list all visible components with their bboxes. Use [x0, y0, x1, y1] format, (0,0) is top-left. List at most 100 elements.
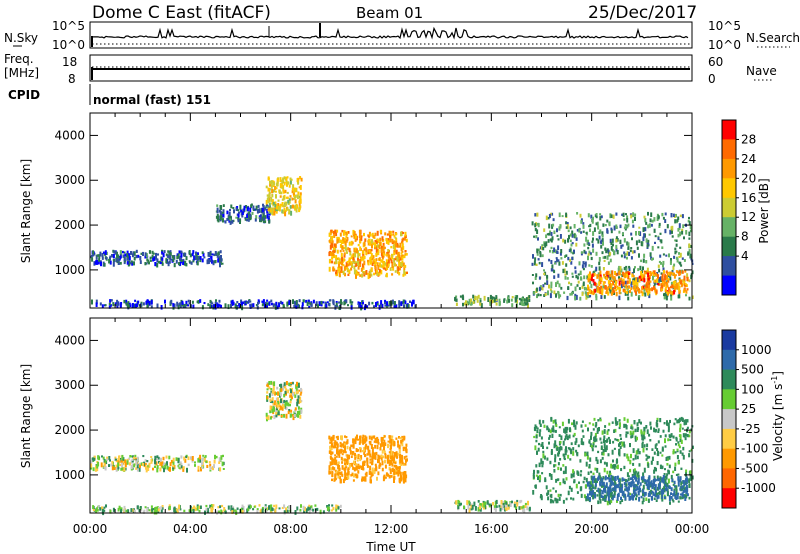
rti-cell — [679, 427, 682, 433]
rti-cell — [333, 460, 336, 465]
rti-cell — [603, 275, 606, 279]
rti-cell — [466, 500, 469, 506]
rti-cell — [359, 439, 362, 444]
rti-cell — [262, 212, 265, 215]
rti-cell — [270, 504, 273, 509]
rti-cell — [629, 249, 632, 253]
rti-cell — [335, 269, 338, 273]
rti-cell — [387, 249, 390, 252]
rti-cell — [593, 272, 596, 277]
rti-cell — [624, 479, 627, 483]
rti-cell — [292, 392, 294, 397]
rti-cell — [596, 427, 599, 432]
rti-cell — [620, 487, 623, 492]
rti-cell — [673, 263, 676, 267]
rti-cell — [258, 208, 261, 213]
rti-cell — [101, 508, 104, 514]
rti-cell — [299, 414, 302, 419]
rti-cell — [340, 252, 343, 258]
rti-cell — [589, 457, 592, 462]
rti-cell — [343, 443, 346, 447]
rti-cell — [603, 429, 606, 434]
rti-cell — [609, 478, 612, 482]
rti-cell — [641, 273, 644, 278]
rti-cell — [369, 233, 372, 237]
rti-cell — [571, 230, 574, 235]
rti-cell — [132, 463, 135, 469]
rti-cell — [273, 189, 276, 193]
rti-cell — [330, 452, 332, 455]
rti-cell — [609, 285, 612, 289]
rti-cell — [657, 246, 660, 249]
rti-cell — [677, 419, 680, 424]
colorbar-segment — [722, 330, 736, 351]
rti-cell — [189, 261, 191, 264]
rti-cell — [292, 204, 294, 208]
rti-cell — [360, 267, 363, 272]
rti-cell — [371, 447, 374, 453]
rti-cell — [219, 250, 222, 254]
rti-cell — [637, 268, 640, 272]
rti-cell — [610, 463, 613, 469]
rti-cell — [112, 507, 115, 512]
rti-cell — [667, 280, 670, 283]
rti-cell — [565, 433, 568, 437]
rti-cell — [287, 402, 290, 407]
rti-cell — [632, 458, 635, 461]
rti-cell — [389, 444, 392, 447]
rti-cell — [601, 287, 604, 293]
rti-cell — [623, 453, 626, 457]
rti-cell — [329, 438, 332, 441]
rti-cell — [353, 473, 355, 478]
rti-cell — [674, 451, 677, 454]
rti-cell — [157, 508, 160, 512]
rti-cell — [519, 302, 522, 306]
rti-cell — [403, 304, 405, 308]
rti-cell — [274, 190, 277, 193]
rti-cell — [642, 258, 645, 263]
rti-cell — [155, 509, 158, 515]
rti-cell — [623, 285, 626, 288]
rti-cell — [403, 456, 406, 460]
rti-cell — [290, 409, 293, 413]
rti-cell — [283, 405, 285, 409]
rti-cell — [221, 510, 224, 514]
rti-cell — [93, 252, 96, 256]
rti-cell — [654, 484, 657, 489]
rti-cell — [619, 266, 622, 271]
rti-cell — [593, 475, 596, 480]
rti-cell — [567, 229, 570, 233]
rti-cell — [635, 450, 638, 455]
rti-cell — [532, 475, 535, 479]
rti-cell — [153, 256, 156, 261]
rti-cell — [560, 467, 562, 471]
rti-cell — [609, 439, 611, 444]
rti-cell — [397, 251, 400, 257]
rti-cell — [609, 275, 612, 281]
rti-cell — [277, 401, 280, 405]
rti-cell — [609, 252, 612, 256]
rti-cell — [633, 491, 636, 496]
rti-cell — [217, 218, 220, 223]
rti-cell — [537, 222, 540, 228]
rti-cell — [603, 443, 606, 448]
rti-cell — [240, 209, 243, 213]
rti-cell — [356, 459, 359, 462]
rti-cell — [374, 232, 377, 237]
rti-cell — [676, 419, 679, 424]
rti-cell — [531, 221, 534, 226]
rti-cell — [615, 244, 618, 249]
rti-cell — [582, 230, 585, 233]
rti-cell — [637, 477, 640, 483]
rti-cell — [590, 256, 593, 261]
rti-cell — [207, 259, 210, 264]
rti-cell — [587, 284, 589, 290]
rti-cell — [383, 439, 386, 444]
rti-cell — [609, 273, 612, 278]
rti-cell — [391, 257, 393, 260]
rti-cell — [353, 234, 356, 239]
rti-cell — [163, 467, 165, 473]
rti-cell — [641, 291, 644, 297]
rti-cell — [161, 461, 164, 466]
rti-cell — [140, 462, 143, 466]
